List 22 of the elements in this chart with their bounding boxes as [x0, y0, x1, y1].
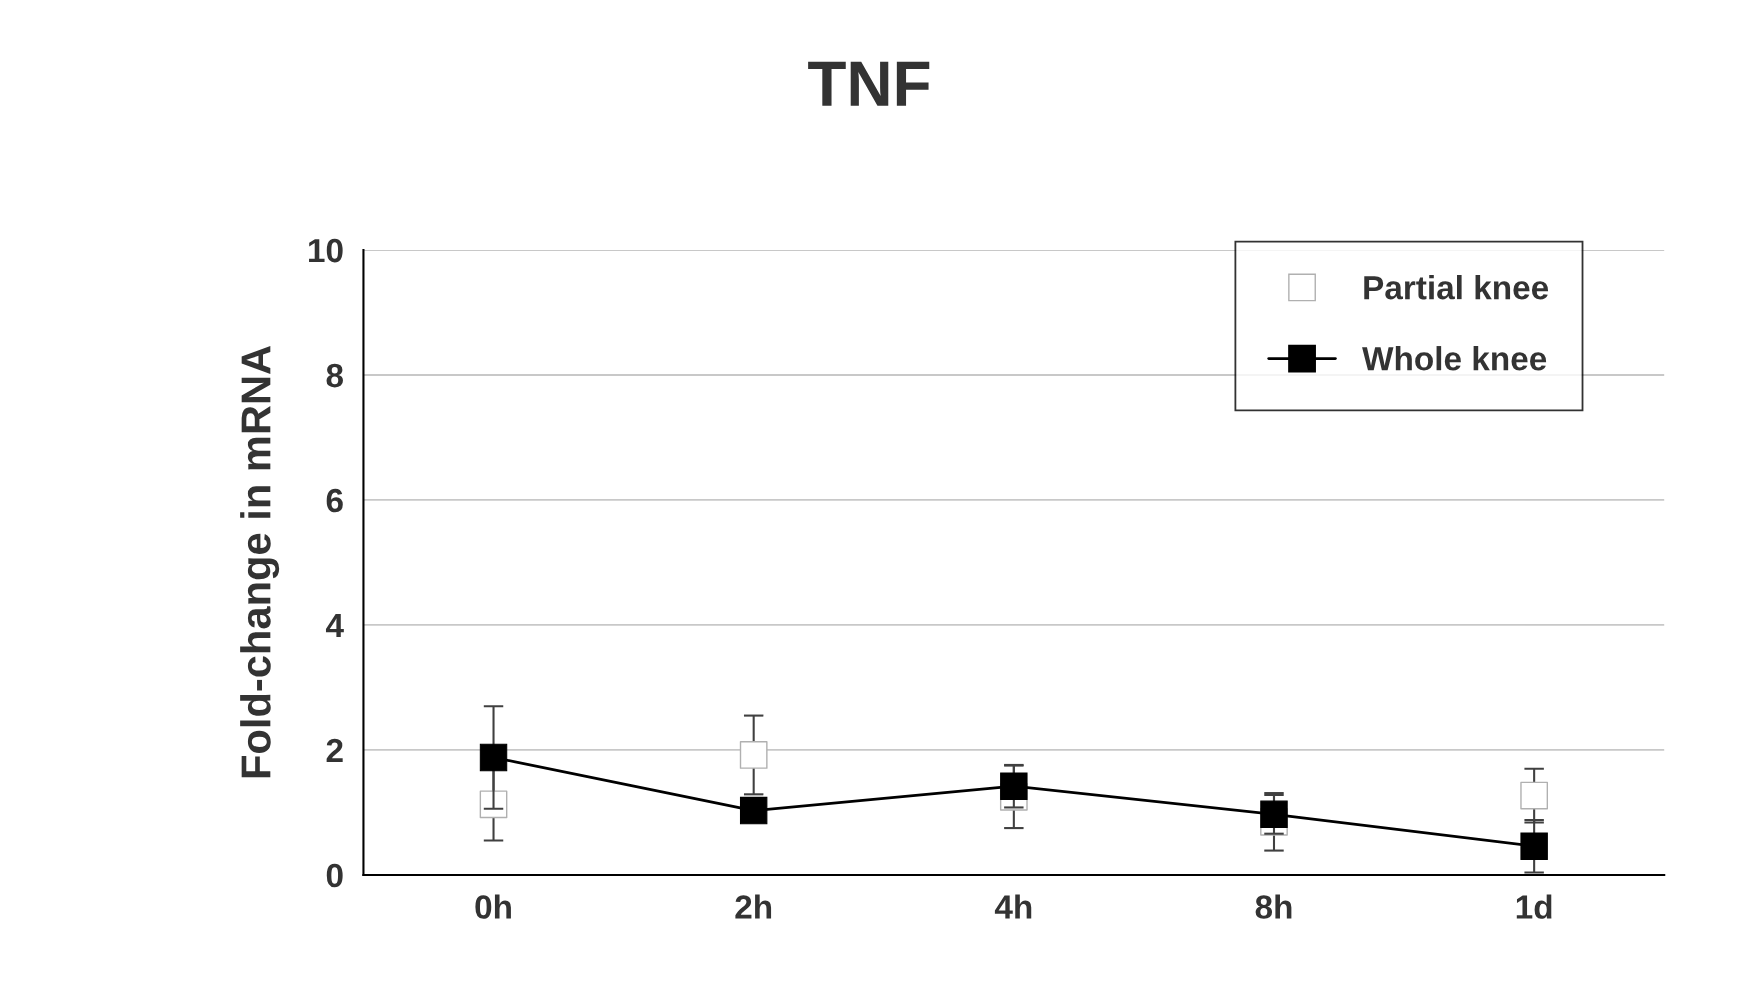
legend-label: Partial knee [1364, 274, 1549, 300]
y-tick-label: 6 [326, 488, 343, 513]
point [1520, 832, 1548, 860]
y-tick-label: 8 [326, 363, 343, 388]
point [1520, 781, 1549, 810]
y-axis-title: Fold-change in mRNA [240, 345, 280, 778]
x-tick-label: 0h [475, 894, 511, 919]
y-tick-label: 2 [326, 738, 343, 763]
x-tick-label: 1d [1516, 894, 1552, 919]
x-tick-label: 8h [1255, 894, 1292, 919]
point [1000, 772, 1028, 800]
point [1260, 800, 1288, 829]
y-tick-label: 4 [325, 614, 344, 638]
x-tick-label: 2h [735, 894, 772, 919]
x-tick-label: 4h [994, 894, 1032, 919]
y-tick-label: 10 [309, 238, 343, 263]
y-tick-label: 0 [326, 863, 343, 888]
point [479, 743, 508, 772]
point [739, 741, 768, 769]
chart-title: TNF [808, 61, 930, 106]
point [739, 796, 768, 825]
legend-label: Whole knee [1362, 346, 1547, 371]
